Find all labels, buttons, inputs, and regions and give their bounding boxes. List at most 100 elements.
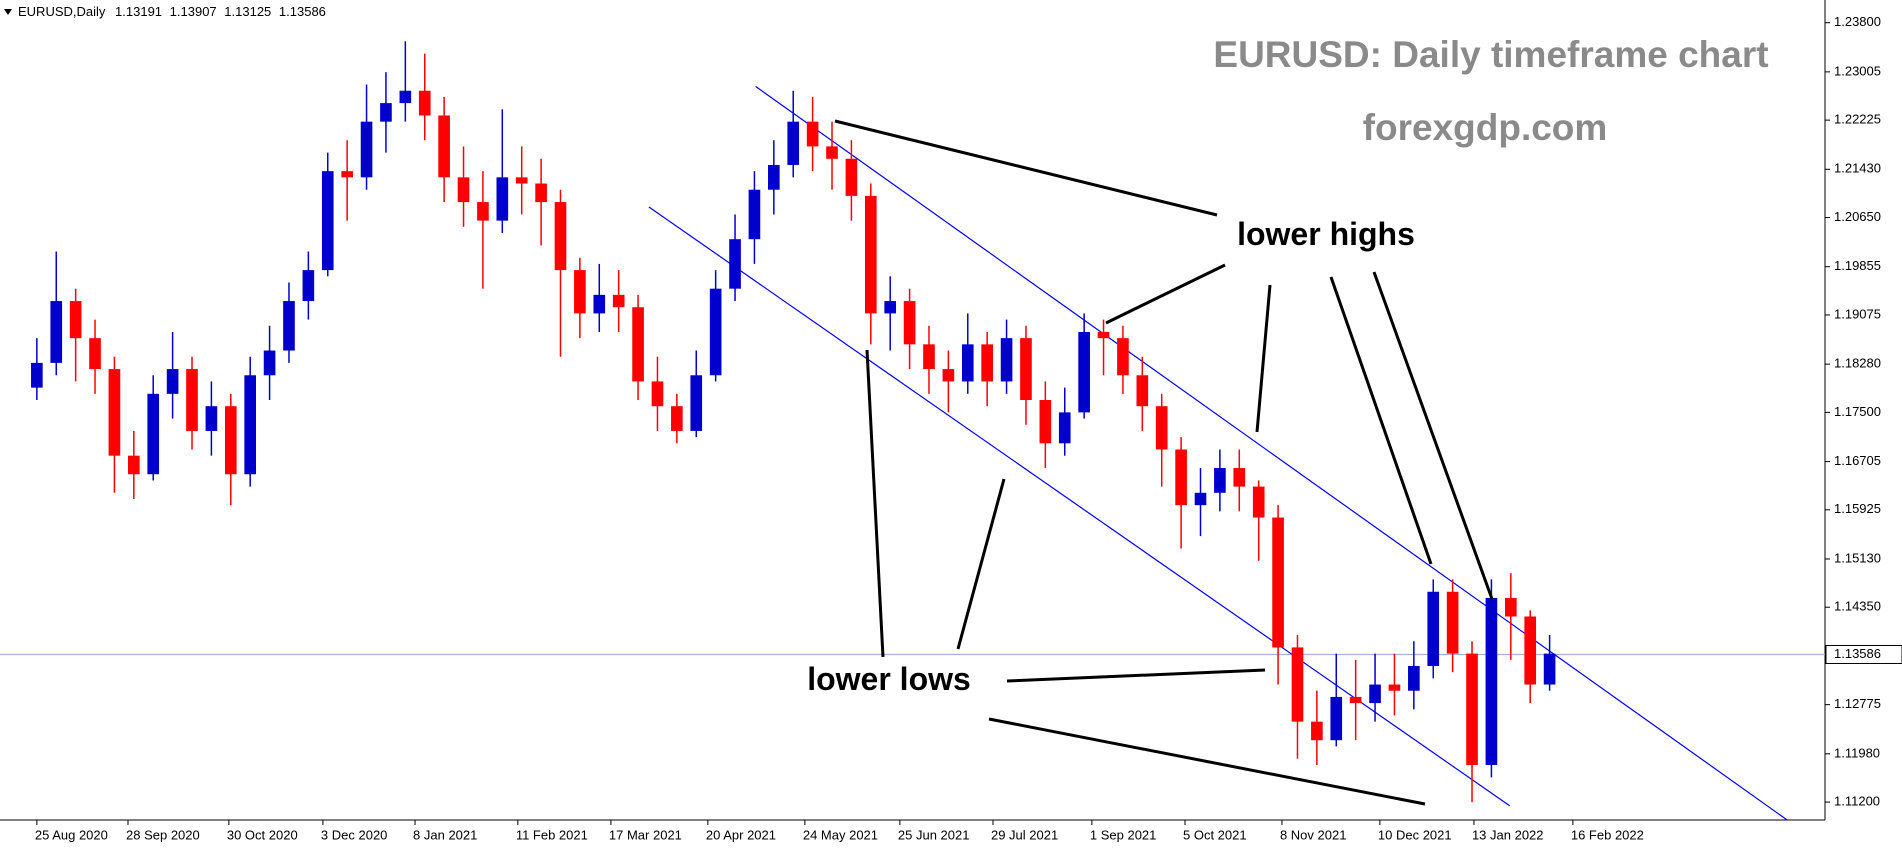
menu-arrow [4,9,12,15]
candle-body [89,338,101,370]
candle-body [671,406,683,431]
candle-body [1408,665,1420,691]
pointer-line [956,478,1006,650]
candle-body [864,195,877,314]
price-label: 1.13586 [1834,646,1881,661]
candle-body [302,270,315,302]
candle-body [380,103,392,122]
header-open: 1.13191 [115,4,162,19]
header-high: 1.13907 [170,4,217,19]
candle-body [826,146,838,159]
candle-body [1369,684,1381,704]
x-tick-label: 30 Oct 2020 [227,827,298,842]
candle-body [1543,653,1556,685]
candle-body [729,239,741,289]
x-tick-label: 29 Jul 2021 [991,827,1058,842]
candle-body [903,301,916,345]
annotation: lower lows [807,661,971,697]
candle-body [981,344,993,382]
x-tick-label: 25 Jun 2021 [898,827,970,842]
pointer-line [988,717,1426,806]
y-tick-label: 1.15130 [1834,550,1881,565]
x-tick-label: 8 Jan 2021 [413,827,477,842]
candle-body [205,406,218,431]
y-tick-label: 1.19075 [1834,306,1881,321]
candle-body [1349,696,1362,704]
y-tick-label: 1.19855 [1834,258,1881,273]
candle-body [1291,647,1304,722]
candle-body [961,344,974,382]
y-tick-label: 1.22225 [1834,112,1881,127]
candle-body [360,121,373,178]
channel-line [648,206,1510,807]
candle-body [108,369,121,456]
candle-body [1020,338,1032,401]
candle-body [69,301,82,339]
y-tick-label: 1.20650 [1834,209,1881,224]
candle-body [690,375,703,431]
candle-body [1175,449,1187,506]
header: EURUSD,Daily 1.13191 1.13907 1.13125 1.1… [18,4,326,19]
candle-body [651,381,664,407]
y-tick-label: 1.12775 [1834,696,1881,711]
x-tick-label: 28 Sep 2020 [126,827,200,842]
candle-body [1058,412,1071,444]
x-tick-label: 25 Aug 2020 [35,827,108,842]
candle-body [1194,492,1207,506]
pointer-line [834,119,1218,217]
candle-body [1117,338,1129,376]
candle-body [263,350,276,376]
pointer-line [1372,271,1494,600]
x-tick-label: 20 Apr 2021 [706,827,776,842]
candle-body [186,369,198,431]
candle-body [283,301,295,351]
candle-body [554,202,567,271]
candle-body [1504,597,1517,617]
annotation: lower highs [1237,216,1415,252]
candle-body [1466,653,1478,765]
candle-body [593,294,606,314]
pointer-line [1329,276,1433,565]
candle-body [806,121,819,147]
candle-body [1485,597,1498,765]
y-tick-label: 1.11200 [1834,793,1880,808]
candle-body [884,301,897,314]
candle-body [1136,375,1149,407]
candle-body [535,183,547,203]
x-tick-label: 24 May 2021 [803,827,878,842]
candle-body [128,455,140,475]
candle-body [574,270,586,314]
candle-body [1524,616,1537,685]
x-tick-label: 11 Feb 2021 [516,827,588,842]
candle-body [31,362,43,388]
chart-title: EURUSD: Daily timeframe chart [1213,34,1768,75]
x-tick-label: 16 Feb 2022 [1571,827,1644,842]
candle-body [1097,331,1110,339]
x-tick-label: 3 Dec 2020 [321,827,388,842]
header-low: 1.13125 [224,4,271,19]
x-tick-label: 8 Nov 2021 [1280,827,1347,842]
x-tick-label: 5 Oct 2021 [1183,827,1247,842]
channel-line [755,85,1788,821]
pointer-line [1105,263,1226,325]
candle-body [1214,468,1226,493]
y-tick-label: 1.11980 [1834,745,1880,760]
candle-body [787,121,800,165]
candle-body [768,164,780,190]
candle-body [1311,721,1323,741]
candle-body [515,177,528,184]
y-tick-label: 1.17500 [1834,404,1881,419]
candle-body [496,177,509,221]
y-tick-label: 1.14350 [1834,599,1881,614]
x-tick-label: 13 Jan 2022 [1472,827,1544,842]
chart-subtitle: forexgdp.com [1363,107,1608,148]
price-box [1825,644,1902,664]
candle-body [1039,400,1052,444]
candle-body [166,369,179,394]
candle-body [1388,684,1401,691]
pointers [834,119,1494,806]
candle-body [147,393,160,475]
candle-body [50,301,63,363]
pointer-line [1006,668,1266,683]
